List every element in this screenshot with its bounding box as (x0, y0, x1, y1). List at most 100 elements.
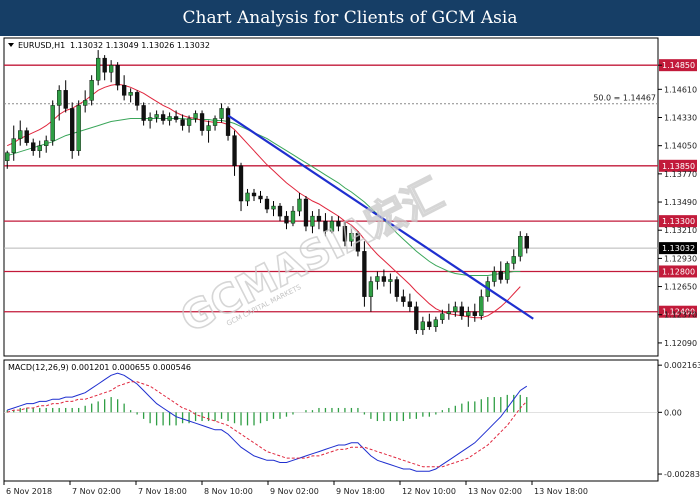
level-label-bg-3 (659, 215, 697, 228)
candle (316, 209, 322, 230)
x-tick-label: 7 Nov 18:00 (138, 487, 187, 496)
candle-body (44, 140, 49, 146)
candle (57, 85, 62, 121)
y-tick-label: 1.12370 (664, 311, 697, 320)
y-tick-label: 1.13490 (664, 198, 697, 207)
candle-body (57, 90, 62, 106)
candle (518, 231, 523, 262)
candle-body (128, 92, 133, 96)
candle-body (518, 236, 523, 257)
fib-label: 50.0 = 1.14467 (593, 94, 656, 103)
candle-body (102, 57, 107, 73)
candle (284, 211, 289, 230)
x-tick-label: 8 Nov 10:00 (204, 487, 253, 496)
level-label-bg-2 (659, 159, 697, 172)
candle (44, 135, 49, 153)
current-price-label: 1.13032 (662, 244, 695, 253)
y-tick-label: 1.12930 (664, 254, 697, 263)
candle (524, 233, 529, 254)
candle (199, 110, 205, 136)
candle (407, 293, 413, 312)
candle-body (76, 105, 81, 151)
candle (511, 249, 516, 270)
page-title: Chart Analysis for Clients of GCM Asia (0, 0, 700, 36)
candle-body (264, 198, 270, 210)
level-label-5: 1.12400 (662, 308, 695, 317)
candle-body (329, 220, 335, 232)
candle (18, 120, 23, 146)
candle (297, 192, 302, 217)
candle-body (459, 306, 464, 316)
candle (128, 88, 133, 103)
candle-body (466, 311, 471, 316)
candle (310, 211, 315, 234)
candle-body (31, 142, 36, 151)
candle (433, 316, 438, 332)
candle (134, 90, 140, 111)
collapse-triangle-icon[interactable] (8, 43, 14, 47)
candle-body (342, 225, 348, 242)
symbol-label: EURUSD,H1 (18, 41, 65, 50)
candle (206, 120, 211, 143)
macd-pane (3, 359, 659, 482)
candle (336, 216, 341, 232)
level-label-2: 1.13850 (662, 162, 695, 171)
y-tick-label: 1.14050 (664, 142, 697, 151)
candle-body (96, 57, 101, 81)
candle-body (251, 192, 257, 197)
candle (251, 188, 257, 202)
candle-body (258, 195, 263, 200)
candle-body (505, 263, 510, 280)
trendline (227, 114, 534, 320)
candle-body (160, 114, 166, 121)
candle-body (524, 236, 529, 249)
candle (76, 100, 81, 156)
candle-body (154, 114, 159, 118)
candle (492, 266, 497, 287)
candle-body (89, 80, 94, 101)
candle (238, 162, 244, 212)
candle (349, 229, 354, 247)
candle (440, 309, 445, 324)
candle-body (173, 116, 179, 120)
macd-label: MACD(12,26,9) 0.001201 0.000655 0.000546 (8, 363, 191, 372)
candle (11, 125, 16, 161)
candle-body (446, 311, 451, 314)
candle (388, 273, 393, 294)
candle-body (401, 296, 406, 302)
level-label-bg-1 (659, 59, 697, 72)
y-tick-label: 1.13210 (664, 226, 697, 235)
candle-body (362, 251, 367, 297)
candle (479, 289, 484, 320)
candle-body (316, 215, 322, 222)
candle (498, 261, 503, 284)
candle (271, 201, 276, 217)
candle (342, 221, 348, 247)
candle-body (199, 113, 205, 131)
candle-body (498, 271, 503, 280)
candle (193, 110, 198, 123)
x-tick-label: 9 Nov 02:00 (270, 487, 319, 496)
candle (147, 112, 153, 129)
candle-body (394, 279, 400, 297)
candle (225, 106, 231, 141)
candle-body (355, 233, 361, 252)
candle (375, 271, 380, 290)
candle (102, 55, 107, 81)
candle-body (212, 118, 218, 126)
candle-body (115, 64, 120, 86)
candle (245, 188, 250, 207)
x-tick-label: 13 Nov 18:00 (534, 487, 588, 496)
candle (355, 231, 361, 257)
candle (212, 115, 218, 131)
candle (63, 80, 68, 113)
ma-green-line (7, 118, 521, 276)
y-tick-label: 1.14610 (664, 85, 697, 94)
y-tick-label: 1.12090 (664, 339, 697, 348)
candle-body (303, 198, 309, 227)
candle (466, 306, 471, 327)
y-tick-label: 1.12650 (664, 283, 697, 292)
macd-y-tick-label: 0.00 (664, 408, 682, 417)
candle (50, 100, 55, 146)
candle-body (193, 113, 198, 119)
